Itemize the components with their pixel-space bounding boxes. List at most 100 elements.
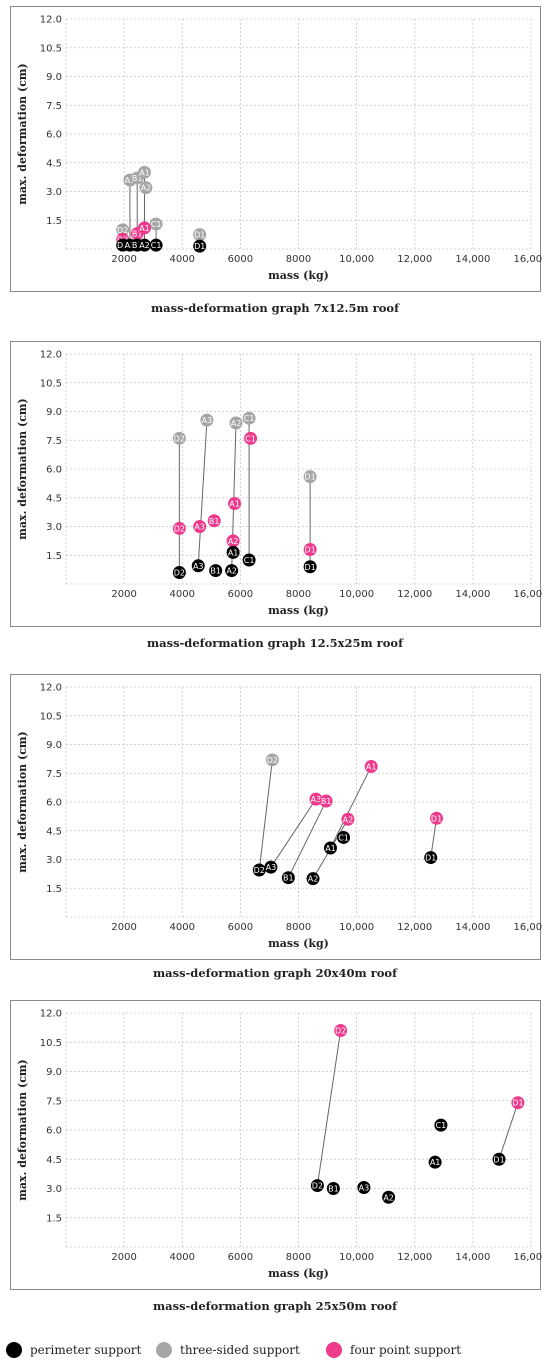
point-label: A2 bbox=[141, 184, 152, 193]
grid-3 bbox=[66, 687, 531, 917]
point-label: C1 bbox=[244, 414, 255, 423]
x-tick-label: 4000 bbox=[170, 254, 195, 265]
point-label: D2 bbox=[267, 756, 278, 765]
chart-caption-3: mass-deformation graph 20x40m roof bbox=[0, 966, 550, 980]
y-axis-label: max. deformation (cm) bbox=[16, 1059, 29, 1200]
data-point-a1: A1 bbox=[365, 760, 378, 773]
y-tick-label: 4.5 bbox=[46, 158, 62, 169]
x-tick-label: 2000 bbox=[111, 589, 136, 600]
data-point-b1: B1 bbox=[320, 795, 333, 808]
series-perimeter-2: D2A3B1A1A2C1D1 bbox=[173, 546, 317, 579]
grid-2 bbox=[66, 354, 531, 584]
link-line bbox=[259, 760, 272, 870]
x-tick-label: 14,000 bbox=[455, 589, 490, 600]
y-tick-label: 1.5 bbox=[46, 216, 62, 227]
x-axis-label: mass (kg) bbox=[268, 937, 329, 950]
x-tick-label: 6000 bbox=[228, 589, 253, 600]
y-tick-label: 3.0 bbox=[46, 187, 62, 198]
y-tick-label: 9.0 bbox=[46, 1067, 62, 1078]
chart-caption-2: mass-deformation graph 12.5x25m roof bbox=[0, 636, 550, 650]
data-point-d1: D1 bbox=[511, 1096, 524, 1109]
data-point-a3: A3 bbox=[200, 414, 213, 427]
data-point-a1: A1 bbox=[227, 546, 240, 559]
x-tick-label: 16,000 bbox=[514, 922, 543, 933]
point-label: B1 bbox=[209, 517, 220, 526]
chart-svg-3: 2000 4000 6000 8000 10,000 12,000 14,000 16,000… bbox=[11, 675, 542, 961]
x-tick-label: 12,000 bbox=[397, 254, 432, 265]
point-label: A1 bbox=[366, 763, 377, 772]
y-tick-label: 12.0 bbox=[40, 1009, 62, 1020]
chart-caption-1: mass-deformation graph 7x12.5m roof bbox=[0, 301, 550, 315]
data-point-a2: A2 bbox=[382, 1191, 395, 1204]
link-line bbox=[198, 420, 207, 566]
y-tick-label: 6.0 bbox=[46, 798, 62, 809]
link-line bbox=[330, 767, 371, 848]
chart-caption-4: mass-deformation graph 25x50m roof bbox=[0, 1299, 550, 1313]
point-label: A3 bbox=[193, 562, 204, 571]
x-tick-label: 10,000 bbox=[339, 1252, 374, 1263]
legend-swatch-four-point bbox=[326, 1342, 342, 1358]
x-tick-label: 6000 bbox=[228, 254, 253, 265]
data-point-d1: D1 bbox=[304, 560, 317, 573]
legend: perimeter support three-sided support fo… bbox=[0, 1340, 550, 1360]
point-label: A3 bbox=[359, 1184, 370, 1193]
y-tick-label: 6.0 bbox=[46, 130, 62, 141]
y-tick-label: 1.5 bbox=[46, 551, 62, 562]
x-axis-label: mass (kg) bbox=[268, 269, 329, 282]
y-tick-label: 4.5 bbox=[46, 493, 62, 504]
data-point-b1: B1 bbox=[282, 871, 295, 884]
link-line bbox=[317, 1031, 340, 1186]
series-four-point-2: D2 A3B1A1A2C1D1 bbox=[173, 432, 317, 556]
data-point-d1: D1 bbox=[193, 228, 206, 241]
point-label: B1 bbox=[283, 874, 294, 883]
links-4 bbox=[317, 1031, 518, 1186]
point-label: D2 bbox=[174, 569, 185, 578]
data-point-a2: A2 bbox=[139, 181, 152, 194]
chart-svg-4: 2000 4000 6000 8000 10,000 12,000 14,000 16,000… bbox=[11, 1001, 542, 1291]
point-label: A1 bbox=[228, 548, 239, 557]
y-tick-label: 6.0 bbox=[46, 465, 62, 476]
series-three-sided-2: D2A3 A2C1D1 bbox=[173, 412, 317, 483]
y-tick-label: 4.5 bbox=[46, 1155, 62, 1166]
point-label: A3 bbox=[202, 416, 213, 425]
legend-label-perimeter: perimeter support bbox=[30, 1343, 141, 1357]
legend-item-three-sided: three-sided support bbox=[156, 1340, 300, 1360]
chart-panel-1: 2000 4000 6000 8000 10,000 12,000 14,000 16,000… bbox=[10, 6, 541, 292]
point-label: A2 bbox=[139, 241, 150, 250]
data-point-c1: C1 bbox=[337, 831, 350, 844]
legend-swatch-three-sided bbox=[156, 1342, 172, 1358]
legend-label-three-sided: three-sided support bbox=[180, 1343, 300, 1357]
y-tick-label: 1.5 bbox=[46, 1213, 62, 1224]
point-label: D1 bbox=[305, 473, 316, 482]
y-tick-label: 6.0 bbox=[46, 1126, 62, 1137]
y-tick-label: 3.0 bbox=[46, 1184, 62, 1195]
chart-panel-4: 2000 4000 6000 8000 10,000 12,000 14,000 16,000… bbox=[10, 1000, 541, 1290]
x-tick-label: 6000 bbox=[228, 1252, 253, 1263]
data-point-b1: B1 bbox=[208, 514, 221, 527]
grid-4 bbox=[66, 1013, 531, 1247]
point-label: B1 bbox=[328, 1185, 339, 1194]
x-tick-label: 4000 bbox=[170, 1252, 195, 1263]
point-label: B1 bbox=[321, 797, 332, 806]
point-label: C1 bbox=[151, 220, 162, 229]
y-axis-label: max. deformation (cm) bbox=[16, 63, 29, 204]
data-point-d1: D1 bbox=[424, 851, 437, 864]
point-label: C1 bbox=[436, 1121, 447, 1130]
legend-item-perimeter: perimeter support bbox=[6, 1340, 141, 1360]
point-label: A2 bbox=[226, 567, 237, 576]
y-tick-label: 7.5 bbox=[46, 1096, 62, 1107]
series-perimeter-4: D2 B1 A3 A2 A1 C1 D1 bbox=[311, 1119, 506, 1204]
x-tick-label: 8000 bbox=[286, 589, 311, 600]
data-point-d2: D2 bbox=[266, 753, 279, 766]
point-label: A1 bbox=[229, 500, 240, 509]
data-point-c1: C1 bbox=[434, 1119, 447, 1132]
y-tick-label: 10.5 bbox=[40, 711, 62, 722]
point-label: D2 bbox=[254, 866, 265, 875]
data-point-a3: A3 bbox=[193, 520, 206, 533]
data-point-a2: A2 bbox=[341, 813, 354, 826]
data-point-d2: D2 bbox=[173, 566, 186, 579]
point-label: A2 bbox=[308, 875, 319, 884]
x-tick-label: 14,000 bbox=[455, 1252, 490, 1263]
link-line bbox=[499, 1103, 518, 1160]
